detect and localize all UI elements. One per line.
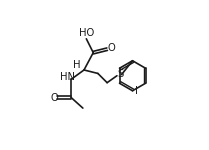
Text: S: S	[117, 69, 123, 79]
Text: HO: HO	[79, 28, 94, 38]
Text: I: I	[135, 86, 138, 96]
Text: O: O	[108, 43, 116, 53]
Text: O: O	[50, 93, 58, 103]
Text: HN: HN	[60, 72, 75, 83]
Text: H: H	[73, 60, 80, 70]
